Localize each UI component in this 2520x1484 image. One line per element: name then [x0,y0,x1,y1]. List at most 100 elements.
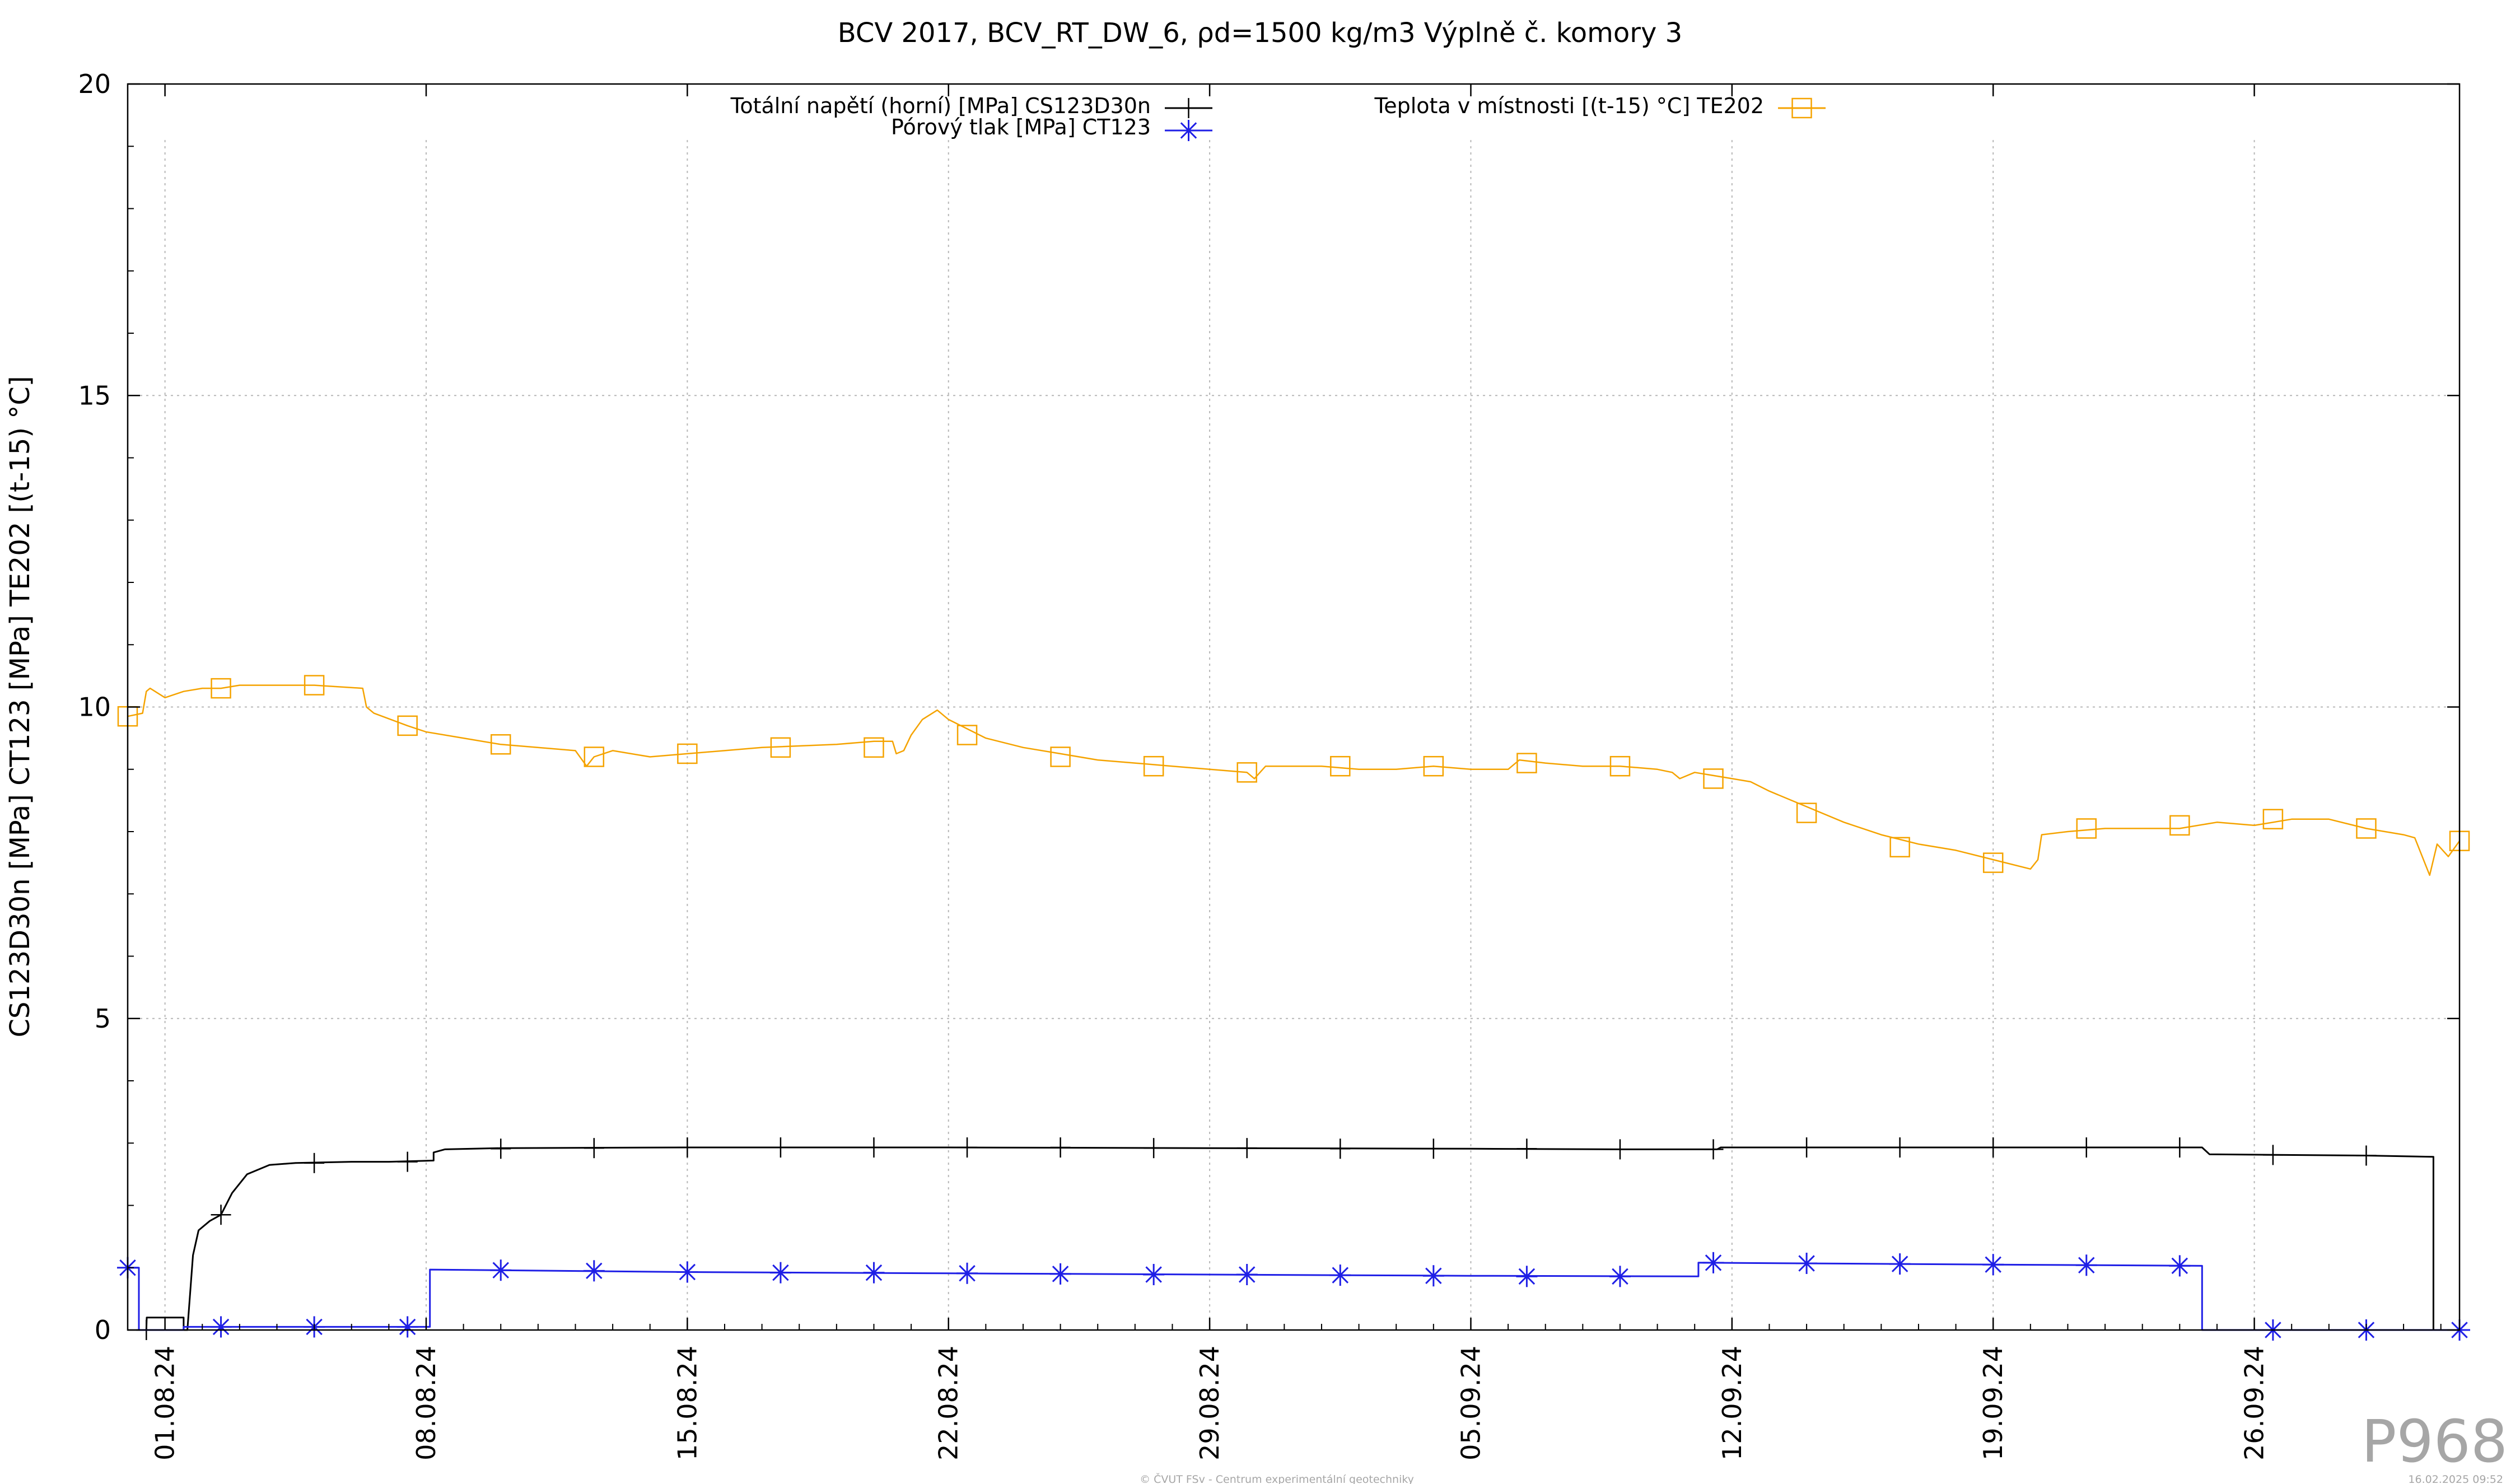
data-point [2076,818,2097,839]
data-point [1516,1138,1537,1159]
y-tick-label: 10 [78,692,111,722]
x-tick-label: 19.09.24 [1978,1346,2008,1460]
data-point [584,1138,604,1159]
data-point [956,725,978,745]
legend-label: Teplota v místnosti [(t-15) °C] TE202 [1374,94,1764,118]
y-tick-label: 20 [78,69,111,99]
series-line-2 [127,684,2461,876]
data-point [1982,852,2004,873]
data-point [2169,815,2190,836]
data-point [2076,1137,2097,1158]
data-point [1796,802,1817,823]
data-point [2262,1145,2283,1165]
data-point [957,1137,978,1158]
data-point [2075,1254,2097,1276]
data-point [211,1205,231,1225]
data-point [1329,1264,1351,1286]
data-point [1703,1139,1724,1160]
data-point [770,737,791,758]
chart-title: BCV 2017, BCV_RT_DW_6, ρd=1500 kg/m3 Výp… [838,17,1682,49]
x-axis-ticks: 01.08.24 08.08.24 15.08.24 22.08.24 29.08.24… [127,84,2442,1460]
data-point [1889,1137,1910,1158]
legend: Totální napětí (horní) [MPa] CS123D30nPó… [730,94,1826,141]
data-point [1143,1263,1165,1285]
x-tick-label: 08.08.24 [411,1346,441,1460]
legend-marker [1178,98,1199,118]
data-point [1609,1266,1631,1287]
y-tick-label: 0 [95,1315,111,1345]
data-point [210,1316,232,1338]
data-point [396,1316,418,1338]
data-point [956,1262,978,1284]
data-point [1423,1138,1444,1159]
data-point [677,1137,698,1158]
legend-label: Pórový tlak [MPa] CT123 [891,115,1151,139]
data-point [491,1138,511,1159]
footer-credit: © ČVUT FSv - Centrum experimentální geot… [1140,1472,1414,1484]
data-point [2356,818,2377,839]
legend-entry: Pórový tlak [MPa] CT123 [891,115,1212,141]
data-point [864,1137,884,1158]
data-point [1330,1138,1351,1159]
x-tick-label: 22.08.24 [934,1346,964,1460]
x-tick-label: 29.08.24 [1194,1346,1225,1460]
data-point [677,743,698,764]
data-point [676,1261,698,1283]
y-axis-ticks: 0 5 10 15 20 [78,69,2460,1345]
data-point [1609,1139,1630,1160]
data-point [304,1152,325,1173]
data-point [2262,809,2284,829]
data-point [1236,762,1257,783]
legend-entry: Teplota v místnosti [(t-15) °C] TE202 [1374,94,1826,119]
data-point [1143,755,1164,777]
data-point [1423,755,1444,777]
data-point [583,1260,605,1282]
data-point [397,715,418,736]
data-point [1049,1263,1071,1285]
data-point [1796,1252,1818,1274]
data-point [490,1259,512,1281]
data-point [1889,837,1910,858]
data-point [864,737,884,758]
y-axis-label: CS123D30n [MPa] CT123 [MPa] TE202 [(t-15… [4,376,36,1037]
data-point [2169,1255,2191,1277]
data-point [304,675,325,696]
data-point [1050,746,1071,767]
series-0 [136,1137,2456,1340]
x-tick-label: 05.09.24 [1455,1346,1486,1460]
watermark-label: P968 [2362,1407,2508,1476]
legend-label: Totální napětí (horní) [MPa] CS123D30n [730,94,1151,118]
data-point [1516,1266,1538,1287]
footer-timestamp: 16.02.2025 09:52 [2408,1473,2503,1484]
data-point [1422,1265,1444,1287]
data-point [769,1262,791,1284]
data-point [2169,1137,2190,1158]
data-point [863,1262,885,1284]
data-point [1702,1252,1724,1273]
legend-marker [1791,97,1812,119]
y-tick-label: 5 [95,1004,111,1034]
data-point [397,1151,418,1172]
data-point [1236,1263,1258,1285]
data-point [1330,755,1351,777]
data-point [211,678,231,699]
data-point [490,734,511,755]
grid-lines [128,140,2460,1330]
data-point [1609,755,1631,777]
data-point [1516,753,1537,773]
x-tick-label: 01.08.24 [150,1346,180,1460]
data-point [1050,1137,1071,1158]
x-tick-label: 26.09.24 [2239,1346,2270,1460]
data-point [1144,1138,1164,1159]
data-point [1983,1137,2004,1158]
data-point [2356,1145,2377,1166]
y-tick-label: 15 [78,380,111,410]
legend-marker [1178,120,1200,141]
series-line-0 [145,1146,2456,1331]
data-point [584,746,605,767]
legend-entry: Totální napětí (horní) [MPa] CS123D30n [730,94,1212,118]
data-point [1236,1138,1257,1159]
data-point [1796,1137,1817,1158]
data-point [1703,768,1724,789]
